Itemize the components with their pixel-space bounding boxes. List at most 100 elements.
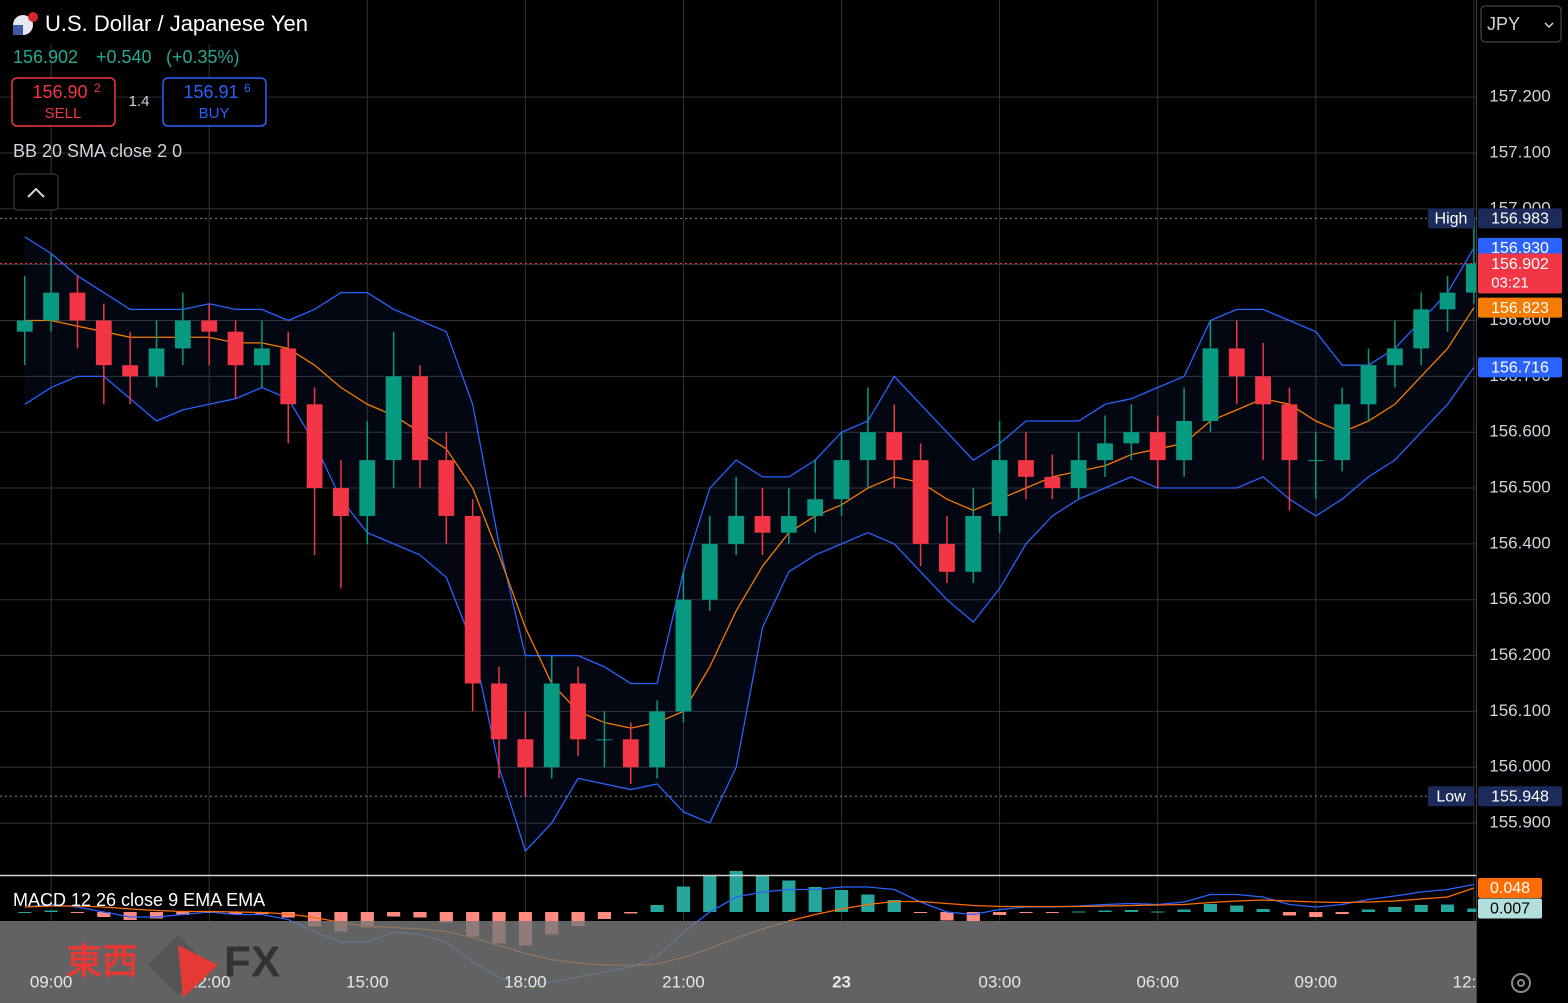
band-line [24, 307, 1475, 729]
spread: 1.4 [129, 93, 150, 110]
macd-histogram-bar [149, 912, 164, 919]
sell-pip[interactable]: 2 [94, 81, 101, 95]
candle-body [807, 499, 824, 516]
macd-histogram-bar [1440, 904, 1455, 912]
macd-histogram-bar [834, 890, 849, 912]
macd-histogram-bar [676, 886, 691, 912]
buy-button[interactable]: 156.91 6 BUY [162, 77, 267, 127]
settings-icon-center[interactable] [1517, 979, 1525, 987]
dropdown-icon[interactable] [1544, 22, 1554, 29]
candle-body [543, 683, 560, 768]
macd-histogram-bar [281, 912, 295, 918]
price-marker-label: 156.902 [1491, 256, 1549, 273]
price-marker-box [1478, 786, 1562, 807]
settings-icon[interactable] [1511, 973, 1531, 993]
candle-body [701, 543, 718, 600]
price-axis [1476, 0, 1568, 1003]
watermark: 東西 FX [66, 935, 280, 998]
price-marker-box [1478, 357, 1562, 378]
y-tick-label: 156.100 [1489, 701, 1550, 720]
x-tick-label: 23 [832, 972, 851, 991]
x-tick-label: 21:00 [662, 972, 705, 991]
collapse-box[interactable] [13, 173, 59, 211]
price-marker-label: 156.983 [1491, 211, 1549, 228]
currency[interactable]: JPY [1487, 14, 1520, 34]
candle-body [464, 515, 481, 684]
candle-body [1123, 432, 1140, 444]
sell-price[interactable]: 156.90 [32, 82, 87, 102]
candle-body [69, 292, 86, 321]
price-pane [0, 0, 1482, 921]
candle-body [491, 683, 507, 740]
candle-body [1413, 309, 1430, 349]
candle-body [859, 432, 876, 461]
candle-body [1334, 404, 1351, 461]
currency-box[interactable] [1480, 5, 1562, 43]
buy-box[interactable] [162, 77, 267, 127]
candle-body [253, 348, 270, 366]
candle-body [174, 320, 191, 349]
settings-button[interactable] [1511, 973, 1531, 993]
x-tick-label: 15:00 [346, 972, 389, 991]
candle-body [1018, 460, 1034, 477]
macd-histogram-bar [1467, 908, 1481, 912]
candle-body [1202, 348, 1219, 422]
sell-label[interactable]: SELL [45, 105, 82, 122]
last-price: 156.902 [13, 47, 78, 67]
price-marker-label: 155.948 [1491, 788, 1549, 805]
macd-histogram-bar [413, 912, 427, 918]
macd-histogram-bar [703, 875, 717, 912]
macd-histogram-bar [966, 912, 980, 921]
y-tick-label: 156.400 [1489, 533, 1550, 552]
macd-histogram-bar [1177, 909, 1191, 912]
candle-body [1044, 476, 1061, 489]
macd-histogram-bar [1256, 909, 1270, 912]
macd-histogram-bar [1072, 911, 1086, 913]
macd-histogram-bar [387, 912, 401, 917]
buy-price[interactable]: 156.91 [183, 82, 238, 102]
macd-histogram-bar [123, 912, 137, 920]
candle-body [517, 739, 534, 768]
macd-histogram-bar [18, 912, 32, 913]
currency-select[interactable]: JPY [1480, 5, 1562, 43]
candle-body [886, 432, 903, 461]
macd-histogram-bar [176, 912, 190, 915]
candle-body [675, 599, 692, 712]
price-marker-box [1478, 253, 1562, 294]
candle-body [649, 711, 666, 768]
macd-histogram-bar [1019, 912, 1033, 913]
macd-histogram-bar [940, 912, 954, 921]
sell-box[interactable] [11, 77, 116, 127]
countdown: 03:21 [1491, 275, 1529, 292]
macd-histogram-bar [70, 912, 85, 913]
band-line [24, 236, 1475, 685]
time-axis-band [0, 921, 1476, 1003]
buy-pip[interactable]: 6 [244, 81, 251, 95]
collapse-icon[interactable] [27, 187, 45, 198]
candle-body [1228, 348, 1245, 377]
candle-body [1097, 443, 1113, 461]
macd-marker-label: 0.048 [1490, 880, 1530, 897]
macd-marker-box [1478, 898, 1542, 919]
macd-histogram-bar [755, 875, 770, 912]
macd-histogram-bar [1203, 904, 1218, 912]
x-tick-label: 09:00 [30, 972, 73, 991]
candle-body [570, 683, 586, 740]
y-tick-label: 156.600 [1489, 422, 1550, 441]
x-tick-label: 18:00 [504, 972, 547, 991]
price-marker-label: 156.823 [1491, 300, 1549, 317]
macd-line [24, 883, 1475, 988]
candle-body [780, 515, 797, 533]
price-marker-label: 156.716 [1491, 360, 1549, 377]
sell-button[interactable]: 156.90 2 SELL [11, 77, 116, 127]
buy-label[interactable]: BUY [199, 105, 230, 122]
candle-body [16, 320, 33, 332]
candle-body [438, 460, 455, 516]
macd-histogram-bar [1151, 911, 1165, 913]
macd-markers: 0.048 0.007 [1478, 878, 1542, 919]
collapse-button[interactable] [13, 173, 59, 211]
symbol-title: U.S. Dollar / Japanese Yen [45, 11, 308, 36]
bb-legend: BB 20 SMA close 2 0 [13, 141, 182, 161]
candle-body [122, 365, 139, 377]
